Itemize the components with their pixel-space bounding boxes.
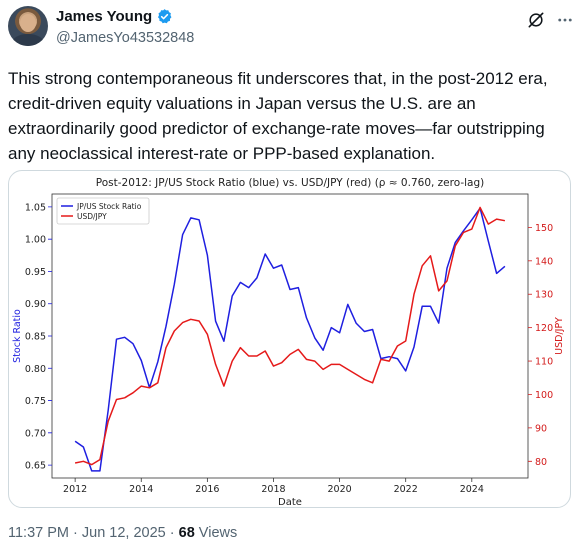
author-handle[interactable]: @JamesYo43532848: [56, 30, 194, 46]
views-label: Views: [195, 525, 237, 541]
chart-title: Post-2012: JP/US Stock Ratio (blue) vs. …: [96, 177, 485, 189]
author-name[interactable]: James Young: [56, 8, 152, 25]
x-tick-label: 2014: [129, 484, 153, 495]
legend-label: USD/JPY: [77, 212, 107, 221]
dual-axis-line-chart: Post-2012: JP/US Stock Ratio (blue) vs. …: [9, 171, 571, 508]
grok-icon[interactable]: [526, 10, 546, 30]
tweet-date[interactable]: Jun 12, 2025: [82, 525, 166, 541]
tweet-meta: 11:37 PM · Jun 12, 2025 · 68 Views: [8, 525, 237, 541]
legend-label: JP/US Stock Ratio: [76, 202, 142, 211]
y-right-tick-label: 80: [535, 457, 547, 468]
y-left-tick-label: 0.85: [25, 332, 46, 343]
y-right-tick-label: 150: [535, 223, 553, 234]
y-right-tick-label: 140: [535, 256, 553, 267]
meta-separator: ·: [69, 525, 82, 541]
y-right-tick-label: 100: [535, 390, 553, 401]
stock-ratio-line: [75, 208, 505, 471]
x-tick-label: 2018: [261, 484, 285, 495]
tweet-time[interactable]: 11:37 PM: [8, 525, 69, 541]
x-tick-label: 2020: [327, 484, 351, 495]
avatar[interactable]: [8, 6, 48, 46]
x-axis-label: Date: [278, 497, 302, 508]
usdjpy-line: [75, 207, 505, 464]
y-left-tick-label: 0.90: [25, 299, 46, 310]
y-right-tick-label: 110: [535, 357, 553, 368]
y-left-tick-label: 0.80: [25, 364, 46, 375]
x-tick-label: 2022: [394, 484, 418, 495]
views-count: 68: [179, 525, 195, 541]
meta-separator: ·: [166, 525, 179, 541]
tweet-text: This strong contemporaneous fit undersco…: [8, 66, 573, 166]
author-name-row[interactable]: James Young: [56, 8, 173, 25]
more-options-icon[interactable]: [556, 11, 574, 29]
y-left-tick-label: 1.00: [25, 235, 46, 246]
y-right-axis-label: USD/JPY: [554, 317, 565, 355]
plot-frame: [52, 194, 528, 478]
y-left-tick-label: 0.95: [25, 267, 46, 278]
y-left-tick-label: 0.70: [25, 428, 46, 439]
x-tick-label: 2024: [460, 484, 484, 495]
x-tick-label: 2016: [195, 484, 219, 495]
y-left-tick-label: 0.75: [25, 396, 46, 407]
y-right-tick-label: 120: [535, 323, 553, 334]
verified-badge-icon: [156, 8, 173, 25]
y-right-tick-label: 90: [535, 423, 547, 434]
y-left-axis-label: Stock Ratio: [12, 309, 23, 363]
chart-image[interactable]: Post-2012: JP/US Stock Ratio (blue) vs. …: [8, 170, 571, 508]
y-right-tick-label: 130: [535, 290, 553, 301]
y-left-tick-label: 0.65: [25, 461, 46, 472]
y-left-tick-label: 1.05: [25, 202, 46, 213]
x-tick-label: 2012: [63, 484, 87, 495]
